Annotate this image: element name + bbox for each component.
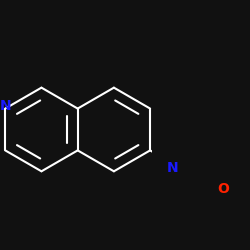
Text: N: N [167,161,178,175]
Text: O: O [218,182,230,196]
Text: N: N [0,98,11,112]
